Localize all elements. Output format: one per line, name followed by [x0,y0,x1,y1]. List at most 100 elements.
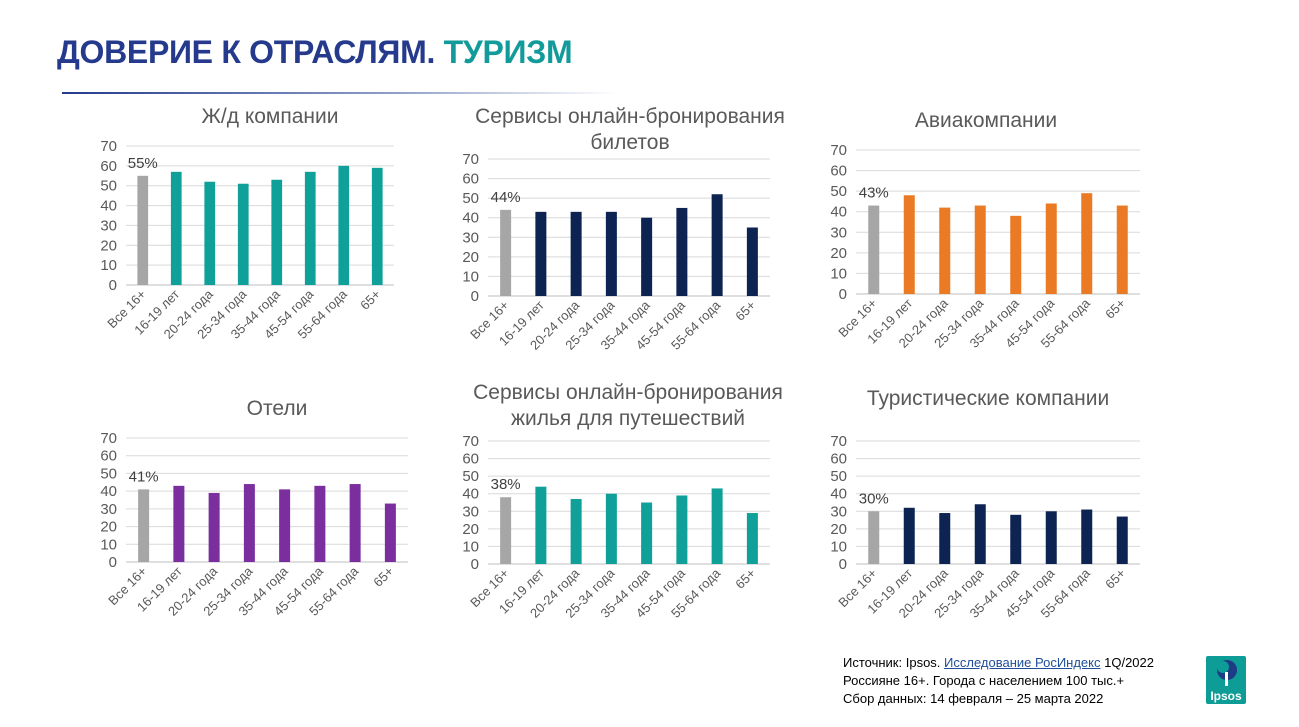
page-title-accent: ТУРИЗМ [443,34,573,70]
bar [1045,203,1057,294]
y-tick-label: 70 [462,151,479,168]
bar [271,179,283,285]
bar [903,507,915,564]
bar [1045,511,1057,564]
data-label: 55% [128,155,158,172]
bar [676,207,688,296]
source-line-2: Россияне 16+. Города с населением 100 ты… [843,673,1125,688]
chart-title-airlines: Авиакомпании [914,109,1058,132]
y-tick-label: 40 [100,198,117,215]
y-tick-label: 50 [462,190,479,207]
bar [605,493,617,564]
bar [570,498,582,564]
y-tick-label: 10 [830,538,847,555]
chart-title-hotels: Отели [246,397,308,420]
bar [535,486,547,564]
chart-title-tour-companies: Туристические компании [866,387,1110,410]
svg-text:Ipsos: Ipsos [1210,689,1242,703]
page-title-main: ДОВЕРИЕ К ОТРАСЛЯМ. [57,34,436,70]
bar [974,504,986,564]
chart-title-rail: Ж/д компании [201,105,339,128]
y-tick-label: 0 [471,556,479,573]
y-tick-label: 40 [462,210,479,227]
y-tick-label: 20 [462,521,479,538]
y-tick-label: 60 [100,158,117,175]
bar [1081,193,1093,294]
y-tick-label: 60 [462,171,479,188]
source-link[interactable]: Исследование РосИндекс [944,655,1101,670]
page-title: ДОВЕРИЕ К ОТРАСЛЯМ. ТУРИЗМ [57,34,573,71]
source-suffix: 1Q/2022 [1104,655,1154,670]
bar [208,492,220,562]
y-tick-label: 0 [109,277,117,294]
bar [1010,514,1022,564]
bar [1116,516,1128,564]
bar [500,209,512,296]
bar [170,171,182,285]
y-tick-label: 40 [830,204,847,221]
data-label: 43% [859,185,889,202]
bar [535,211,547,296]
y-tick-label: 60 [462,451,479,468]
y-tick-label: 20 [100,237,117,254]
bar [868,205,880,294]
bar [868,511,880,564]
chart-title-housing-booking: Сервисы онлайн-бронирования жилья для пу… [473,381,783,430]
y-tick-label: 0 [839,556,847,573]
bar [314,485,326,562]
bar [384,503,396,562]
ipsos-logo: Ipsos [1206,656,1246,704]
y-tick-label: 0 [471,288,479,305]
y-tick-label: 70 [462,433,479,450]
bar [279,489,291,562]
y-tick-label: 20 [100,519,117,536]
y-tick-label: 10 [462,538,479,555]
bar [1116,205,1128,294]
y-tick-label: 10 [830,265,847,282]
y-tick-label: 70 [100,138,117,155]
bar [1010,215,1022,294]
y-tick-label: 70 [830,433,847,450]
y-tick-label: 40 [830,486,847,503]
bar [746,227,758,296]
ipsos-logo-mark: Ipsos [1210,660,1242,703]
y-tick-label: 40 [100,483,117,500]
bar [746,513,758,564]
y-tick-label: 10 [100,257,117,274]
bar [1081,509,1093,564]
source-line-1: Источник: Ipsos. Исследование РосИндекс … [843,654,1154,672]
y-tick-label: 60 [830,451,847,468]
y-tick-label: 50 [830,468,847,485]
bar [605,211,617,296]
bar [137,175,149,285]
source-prefix: Источник: Ipsos. [843,655,941,670]
y-tick-label: 70 [830,142,847,159]
bar [570,211,582,296]
bar [711,488,723,564]
bar [676,495,688,564]
y-tick-label: 50 [462,468,479,485]
y-tick-label: 30 [462,229,479,246]
y-tick-label: 10 [462,268,479,285]
bar [349,484,361,562]
bar [974,205,986,294]
y-tick-label: 70 [100,430,117,447]
y-tick-label: 30 [100,501,117,518]
data-label: 30% [859,490,889,507]
y-tick-label: 60 [100,448,117,465]
bar [500,497,512,564]
y-tick-label: 30 [830,503,847,520]
bar [243,484,255,562]
bar [304,171,316,285]
bar [711,194,723,296]
bar [204,181,216,285]
bar [641,217,653,296]
bar [641,502,653,564]
chart-title-ticket-booking: Сервисы онлайн-бронирования билетов [475,105,785,154]
y-tick-label: 30 [830,224,847,241]
